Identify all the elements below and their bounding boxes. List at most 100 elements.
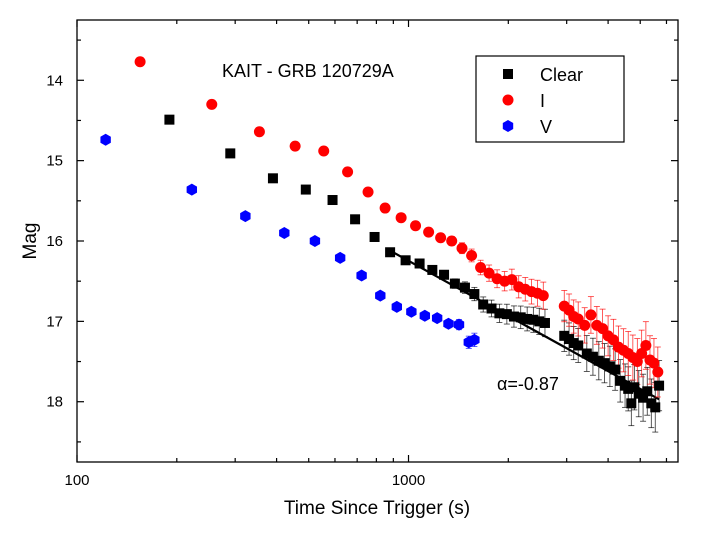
point-v [309,235,321,247]
point-v [469,333,480,346]
legend-label-v: V [540,117,552,137]
point-clear [610,364,621,375]
point-clear [267,173,278,184]
axis-tick-labels: 14 15 16 17 18 100 1000 [46,72,425,489]
y-tick-label: 18 [46,394,63,411]
point-v [453,318,465,331]
point-clear [522,313,533,324]
point-clear [469,289,480,300]
point-clear [327,195,338,206]
point-clear [486,303,497,314]
point-clear [599,358,610,369]
point-i [640,339,652,351]
point-clear [638,392,649,403]
point-i [648,357,660,369]
point-v [419,309,431,322]
point-i [466,249,478,261]
point-v [391,300,403,313]
x-axis-title: Time Since Trigger (s) [284,498,470,519]
point-clear [225,148,236,159]
point-clear [573,340,584,351]
point-clear [164,114,175,125]
point-clear [478,299,489,310]
point-v [443,317,454,330]
point-v [431,312,443,325]
point-clear [385,247,396,258]
point-v [406,305,417,318]
chart-title: KAIT - GRB 120729A [222,61,394,81]
point-clear [449,278,460,289]
point-clear [581,348,592,359]
point-clear [501,309,512,320]
point-clear [414,258,425,269]
point-v [186,183,198,196]
legend-label-i: I [540,91,545,111]
point-i [289,140,301,152]
point-i [585,309,597,321]
point-v [375,289,386,302]
data-points [100,56,665,413]
point-clear [604,361,615,372]
point-clear [629,382,640,393]
y-tick-label: 14 [46,72,63,89]
point-i [475,262,487,274]
point-clear [642,386,653,397]
point-i [652,366,664,378]
point-clear [427,264,438,275]
point-i [423,226,435,238]
y-axis-title: Mag [20,223,41,260]
point-clear [369,231,380,242]
legend-marker-v [502,120,514,132]
point-clear [494,308,505,319]
point-clear [587,351,598,362]
point-v [100,133,111,146]
legend-label-clear: Clear [540,65,583,85]
legend-marker-i [502,94,514,106]
point-i [253,126,265,138]
point-clear [508,311,519,322]
x-tick-label: 1000 [392,472,425,489]
point-clear [650,402,661,413]
point-clear [539,317,550,328]
point-i [362,186,374,198]
point-i [134,56,146,68]
legend-box [475,55,625,143]
point-clear [534,316,545,327]
point-i [631,356,643,368]
point-i [456,242,468,254]
point-v [334,251,346,264]
point-i [483,267,495,279]
point-i [446,235,458,247]
point-i [318,145,330,157]
point-clear [623,383,634,394]
legend: Clear I V [475,55,625,143]
point-v [279,226,290,239]
point-clear [439,269,450,280]
axis-ticks [76,20,678,462]
legend-markers [502,69,514,132]
point-i [395,212,407,224]
point-i [579,319,591,331]
point-v [356,269,367,282]
point-clear [300,184,311,195]
y-tick-label: 16 [46,233,63,250]
legend-marker-clear [503,69,513,79]
point-clear [593,355,604,366]
point-clear [654,380,665,391]
point-i [435,232,447,244]
point-i [206,98,218,110]
point-clear [350,214,361,225]
point-clear [515,312,526,323]
y-tick-label: 15 [46,153,63,170]
point-clear [528,314,539,325]
x-tick-label: 100 [64,472,89,489]
point-i [506,274,518,286]
point-v [240,210,251,223]
point-clear [626,398,637,409]
point-i [410,220,422,232]
y-tick-label: 17 [46,313,63,330]
fit-annotation: α=-0.87 [497,374,559,394]
point-i [537,290,549,302]
point-i [342,166,354,178]
